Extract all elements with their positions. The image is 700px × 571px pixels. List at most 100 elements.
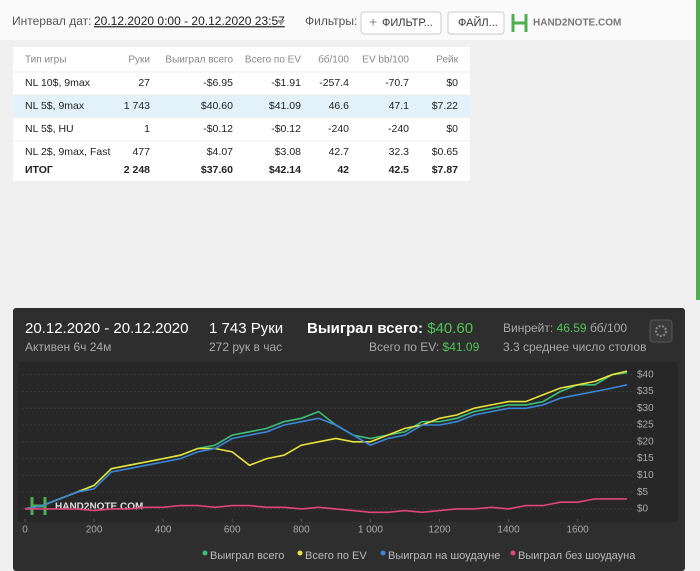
table-cell: NL 5$, 9max bbox=[25, 100, 85, 112]
table-cell: 27 bbox=[138, 77, 150, 89]
legend-marker bbox=[297, 550, 303, 556]
column-header: EV bb/100 bbox=[362, 55, 409, 66]
logo-icon bbox=[511, 14, 528, 32]
table-cell: -240 bbox=[328, 123, 349, 135]
table-cell: $7.22 bbox=[432, 100, 458, 112]
total-cell: $37.60 bbox=[201, 164, 233, 176]
table-cell: $0.65 bbox=[432, 146, 458, 158]
legend-marker bbox=[380, 550, 386, 556]
table-cell: -70.7 bbox=[385, 77, 409, 89]
date-interval-label: Интервал дат: bbox=[12, 14, 91, 28]
column-header: Выиграл всего bbox=[165, 55, 233, 66]
series-line bbox=[25, 498, 627, 514]
logo: HAND2NOTE.COM bbox=[533, 18, 621, 29]
table-cell: $40.60 bbox=[201, 100, 233, 112]
watermark: HAND2NOTE.COM bbox=[55, 502, 143, 513]
winrate-label: Винрейт: bbox=[503, 321, 553, 335]
active-time: Активен 6ч 24м bbox=[25, 340, 111, 354]
y-tick-label: $40 bbox=[637, 369, 654, 380]
x-tick-label: 200 bbox=[86, 525, 103, 536]
x-tick-label: 0 bbox=[22, 525, 28, 536]
ev-total: Всего по EV: $41.09 bbox=[369, 340, 480, 354]
column-header: Руки bbox=[128, 55, 150, 66]
table-cell: NL 2$, 9max, Fast bbox=[25, 146, 110, 158]
y-tick-label: $30 bbox=[637, 403, 654, 414]
filter-button[interactable] bbox=[360, 11, 442, 35]
table-cell: 1 743 bbox=[124, 100, 150, 112]
x-tick-label: 1 000 bbox=[358, 525, 383, 536]
y-tick-label: $35 bbox=[637, 386, 654, 397]
ev-value: $41.09 bbox=[443, 340, 480, 354]
hands: 1 743 Руки bbox=[209, 320, 283, 337]
won-value: $40.60 bbox=[427, 320, 473, 337]
x-tick-label: 1200 bbox=[428, 525, 451, 536]
y-tick-label: $5 bbox=[637, 487, 649, 498]
y-tick-label: $25 bbox=[637, 420, 654, 431]
table-cell: $41.09 bbox=[269, 100, 301, 112]
hands-per-hour: 272 рук в час bbox=[209, 340, 282, 354]
legend-marker bbox=[510, 550, 516, 556]
total-cell: 42 bbox=[337, 164, 349, 176]
chart: $0 $5 $10 $15 $20 $25 $30 $35 $40 0 200 400 600 800 1 … bbox=[22, 369, 654, 562]
winrate: Винрейт: 46.59 бб/100 bbox=[503, 321, 627, 335]
table-cell: -$6.95 bbox=[203, 77, 233, 89]
filter-button-label: ФИЛЬТР... bbox=[382, 17, 433, 29]
filters-label: Фильтры: bbox=[305, 14, 357, 28]
gear-icon bbox=[655, 325, 667, 337]
table-cell: 477 bbox=[132, 146, 150, 158]
won-label: Выиграл всего: bbox=[307, 320, 423, 337]
file-button[interactable] bbox=[447, 11, 505, 35]
series-line bbox=[24, 384, 628, 510]
table-cell: -$0.12 bbox=[271, 123, 301, 135]
column-header: Тип игры bbox=[25, 55, 66, 66]
total-cell: 2 248 bbox=[124, 164, 150, 176]
table-cell: -$0.12 bbox=[203, 123, 233, 135]
legend-label: Выиграл без шоудауна bbox=[518, 550, 636, 562]
plus-icon: + bbox=[369, 14, 377, 30]
avg-tables: 3.3 среднее число столов bbox=[503, 340, 646, 354]
y-tick-label: $0 bbox=[637, 504, 649, 515]
table-cell: 42.7 bbox=[329, 146, 350, 158]
legend-label: Выиграл на шоудауне bbox=[388, 550, 500, 562]
x-tick-label: 600 bbox=[224, 525, 241, 536]
total-cell: $7.87 bbox=[432, 164, 458, 176]
x-tick-label: 800 bbox=[293, 525, 310, 536]
winrate-value: 46.59 bbox=[557, 321, 587, 335]
top-bar bbox=[0, 0, 697, 40]
table-cell: 46.6 bbox=[329, 100, 350, 112]
series-line bbox=[24, 370, 628, 510]
file-button-label: ФАЙЛ... bbox=[458, 16, 498, 29]
y-tick-label: $10 bbox=[637, 470, 654, 481]
date-range: 20.12.2020 - 20.12.2020 bbox=[25, 320, 188, 337]
x-tick-label: 400 bbox=[155, 525, 172, 536]
settings-button[interactable] bbox=[649, 319, 673, 343]
legend-label: Всего по EV bbox=[305, 550, 367, 562]
column-header: Всего по EV bbox=[245, 55, 301, 66]
column-header: Рейк bbox=[436, 55, 458, 66]
column-header: бб/100 bbox=[318, 54, 349, 66]
table-cell: $3.08 bbox=[275, 146, 301, 158]
table-cell: $0 bbox=[446, 123, 458, 135]
table-cell: -257.4 bbox=[319, 77, 349, 89]
date-interval[interactable]: 20.12.2020 0:00 - 20.12.2020 23:57 bbox=[94, 14, 285, 28]
table: Тип игры Руки Выиграл всего Всего по EV бб/1… bbox=[13, 54, 470, 176]
won-total: Выиграл всего: $40.60 bbox=[307, 320, 473, 337]
table-cell: -$1.91 bbox=[271, 77, 301, 89]
accent-line bbox=[696, 0, 700, 300]
table-cell: NL 5$, HU bbox=[25, 123, 74, 135]
x-tick-label: 1400 bbox=[497, 525, 520, 536]
total-cell: $42.14 bbox=[269, 164, 301, 176]
table-cell: 32.3 bbox=[389, 146, 410, 158]
selected-row bbox=[13, 95, 470, 117]
table-cell: 1 bbox=[144, 123, 150, 135]
table-cell: $4.07 bbox=[207, 146, 233, 158]
table-cell: -240 bbox=[388, 123, 409, 135]
table-cell: NL 10$, 9max bbox=[25, 77, 91, 89]
legend-label: Выиграл всего bbox=[210, 550, 284, 562]
y-tick-label: $20 bbox=[637, 436, 654, 447]
table-cell: $0 bbox=[446, 77, 458, 89]
total-cell: ИТОГ bbox=[25, 164, 53, 176]
dropdown-arrow[interactable] bbox=[277, 20, 285, 25]
ev-label: Всего по EV: bbox=[369, 340, 439, 354]
